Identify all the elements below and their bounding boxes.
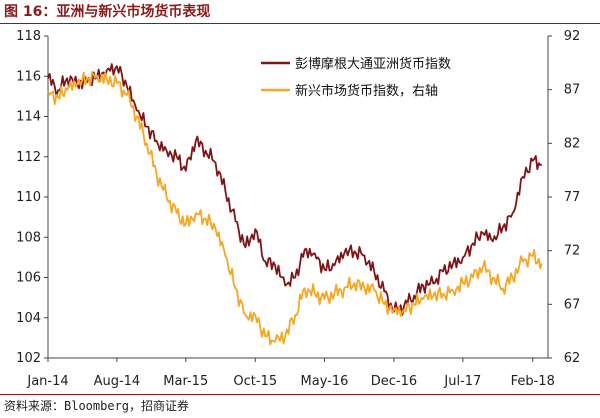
left-tick-label: 118 (16, 29, 41, 44)
right-tick-label: 62 (564, 351, 581, 366)
x-tick-label: Oct-15 (233, 374, 277, 389)
left-tick-label: 108 (16, 230, 41, 245)
legend-label-1: 彭博摩根大通亚洲货币指数 (295, 56, 451, 72)
series-line-1 (47, 63, 542, 316)
x-tick-label: Jul-17 (443, 374, 481, 389)
left-tick-label: 116 (16, 69, 41, 84)
x-tick-label: Aug-14 (94, 374, 141, 389)
right-tick-label: 92 (564, 29, 581, 44)
source-note: 资料来源：Bloomberg，招商证券 (4, 399, 190, 413)
right-tick-label: 82 (564, 136, 581, 151)
left-tick-label: 106 (16, 271, 41, 286)
line-chart: 102 104 106 108 110 112 114 116 118 62 67 72 77 82 87 9… (16, 29, 580, 389)
source-divider (0, 394, 600, 395)
left-tick-label: 104 (16, 311, 41, 326)
right-tick-label: 72 (564, 244, 581, 259)
legend-label-2: 新兴市场货币指数，右轴 (295, 83, 438, 99)
x-tick-label: Dec-16 (371, 374, 417, 389)
x-tick-label: May-16 (301, 374, 349, 389)
left-tick-label: 112 (16, 150, 41, 165)
x-tick-label: Jan-14 (26, 374, 68, 389)
x-tick-label: Feb-18 (511, 374, 555, 389)
right-tick-label: 87 (564, 83, 581, 98)
series-line-2 (47, 71, 543, 346)
left-tick-label: 114 (16, 110, 41, 125)
right-tick-label: 67 (564, 297, 581, 312)
title-divider (0, 23, 600, 24)
left-tick-label: 102 (16, 351, 41, 366)
right-tick-label: 77 (564, 190, 581, 205)
x-tick-label: Mar-15 (163, 374, 208, 389)
chart-series-lines (47, 63, 543, 346)
left-tick-label: 110 (16, 190, 41, 205)
figure-title: 图 16：亚洲与新兴市场货币表现 (4, 4, 211, 20)
chart-axes: 102 104 106 108 110 112 114 116 118 62 67 72 77 82 87 9… (16, 29, 580, 389)
